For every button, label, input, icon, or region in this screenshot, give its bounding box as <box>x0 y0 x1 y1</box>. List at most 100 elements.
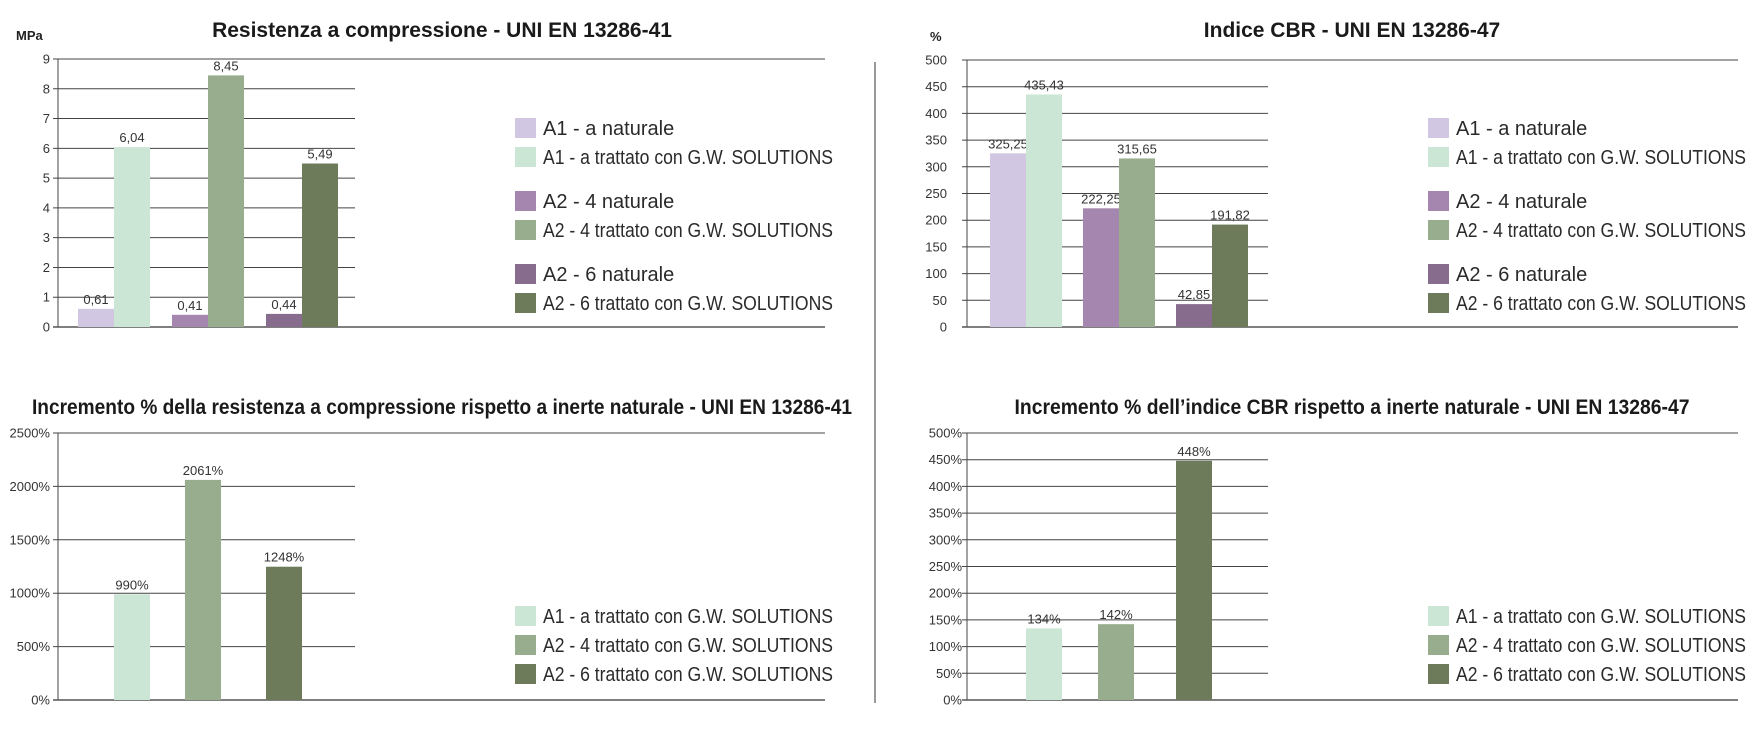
y-tick-label: 400% <box>929 479 963 494</box>
data-label: 0,61 <box>83 292 108 307</box>
y-tick-label: 450 <box>925 79 947 94</box>
chart-title: Incremento % dell’indice CBR rispetto a … <box>1015 396 1690 419</box>
legend-swatch <box>1428 220 1449 240</box>
data-label: 990% <box>115 577 149 592</box>
bar <box>1119 158 1155 327</box>
legend-swatch <box>1428 635 1449 655</box>
bar <box>1083 208 1119 327</box>
legend-label: A1 - a trattato con G.W. SOLUTIONS <box>543 606 833 628</box>
legend-swatch <box>515 606 536 626</box>
y-tick-label: 500 <box>925 53 947 68</box>
bar <box>185 479 221 700</box>
legend-swatch <box>515 664 536 684</box>
legend-label: A2 - 4 trattato con G.W. SOLUTIONS <box>543 635 833 657</box>
y-tick-label: 100 <box>925 266 947 281</box>
legend-label: A2 - 6 trattato con G.W. SOLUTIONS <box>543 293 833 315</box>
y-tick-label: 450% <box>929 452 963 467</box>
legend-swatch <box>515 635 536 655</box>
legend-label: A2 - 4 naturale <box>1456 191 1587 213</box>
legend-swatch <box>1428 118 1449 138</box>
y-tick-label: 7 <box>43 111 50 126</box>
legend-label: A1 - a trattato con G.W. SOLUTIONS <box>543 147 833 169</box>
chart-title: Resistenza a compressione - UNI EN 13286… <box>212 19 672 42</box>
data-label: 191,82 <box>1210 208 1250 223</box>
bar <box>1176 460 1212 700</box>
legend-swatch <box>515 293 536 313</box>
bar <box>114 147 150 327</box>
legend-label: A1 - a naturale <box>1456 118 1587 140</box>
y-tick-label: 50% <box>936 666 962 681</box>
y-tick-label: 1000% <box>10 586 51 601</box>
y-tick-label: 400 <box>925 106 947 121</box>
y-tick-label: 2500% <box>10 426 51 441</box>
legend-label: A2 - 4 trattato con G.W. SOLUTIONS <box>543 220 833 242</box>
y-tick-label: 250 <box>925 186 947 201</box>
y-tick-label: 200% <box>929 586 963 601</box>
y-tick-label: 300% <box>929 532 963 547</box>
legend-label: A2 - 6 trattato con G.W. SOLUTIONS <box>1456 293 1746 315</box>
data-label: 8,45 <box>213 58 238 73</box>
bar <box>1176 304 1212 327</box>
legend-label: A2 - 6 trattato con G.W. SOLUTIONS <box>1456 664 1746 686</box>
legend-swatch <box>1428 293 1449 313</box>
y-tick-label: 2 <box>43 260 50 275</box>
legend-swatch <box>1428 191 1449 211</box>
bar <box>990 153 1026 327</box>
data-label: 134% <box>1027 611 1061 626</box>
data-label: 435,43 <box>1024 77 1064 92</box>
y-tick-label: 350% <box>929 506 963 521</box>
legend-swatch <box>515 264 536 284</box>
y-tick-label: 1 <box>43 290 50 305</box>
legend-label: A2 - 6 naturale <box>543 264 674 286</box>
legend-label: A2 - 4 naturale <box>543 191 674 213</box>
data-label: 0,44 <box>271 297 296 312</box>
legend-swatch <box>515 118 536 138</box>
bar <box>266 313 302 327</box>
y-tick-label: 200 <box>925 213 947 228</box>
y-tick-label: 0 <box>940 320 947 335</box>
data-label: 42,85 <box>1178 287 1211 302</box>
y-tick-label: 100% <box>929 639 963 654</box>
y-tick-label: 500% <box>929 426 963 441</box>
y-tick-label: 0% <box>943 693 962 708</box>
legend-label: A1 - a trattato con G.W. SOLUTIONS <box>1456 606 1746 628</box>
y-tick-label: 150 <box>925 239 947 254</box>
legend-label: A1 - a trattato con G.W. SOLUTIONS <box>1456 147 1746 169</box>
y-tick-label: 6 <box>43 141 50 156</box>
y-tick-label: 0 <box>43 320 50 335</box>
data-label: 0,41 <box>177 298 202 313</box>
data-label: 2061% <box>183 463 224 478</box>
legend-swatch <box>515 191 536 211</box>
chart-1: Resistenza a compressione - UNI EN 13286… <box>16 19 833 335</box>
y-tick-label: 300 <box>925 159 947 174</box>
bar <box>208 75 244 327</box>
y-tick-label: 150% <box>929 612 963 627</box>
chart-title: Incremento % della resistenza a compress… <box>32 396 852 419</box>
data-label: 1248% <box>264 550 305 565</box>
y-axis-unit: MPa <box>16 28 44 43</box>
legend-label: A2 - 4 trattato con G.W. SOLUTIONS <box>1456 220 1746 242</box>
legend-swatch <box>1428 264 1449 284</box>
legend-label: A2 - 6 naturale <box>1456 264 1587 286</box>
legend-swatch <box>1428 147 1449 167</box>
y-tick-label: 1500% <box>10 532 51 547</box>
bar <box>302 163 338 327</box>
chart-3: Incremento % della resistenza a compress… <box>10 396 853 708</box>
legend-label: A2 - 6 trattato con G.W. SOLUTIONS <box>543 664 833 686</box>
data-label: 222,25 <box>1081 191 1121 206</box>
y-tick-label: 5 <box>43 171 50 186</box>
data-label: 142% <box>1099 607 1133 622</box>
data-label: 448% <box>1177 444 1211 459</box>
bar <box>1026 94 1062 327</box>
bar <box>114 594 150 700</box>
y-tick-label: 4 <box>43 200 50 215</box>
y-tick-label: 250% <box>929 559 963 574</box>
legend-swatch <box>515 147 536 167</box>
legend-label: A1 - a naturale <box>543 118 674 140</box>
bar <box>1212 224 1248 327</box>
data-label: 5,49 <box>307 147 332 162</box>
data-label: 315,65 <box>1117 141 1157 156</box>
y-tick-label: 50 <box>933 293 947 308</box>
bar <box>1026 628 1062 700</box>
